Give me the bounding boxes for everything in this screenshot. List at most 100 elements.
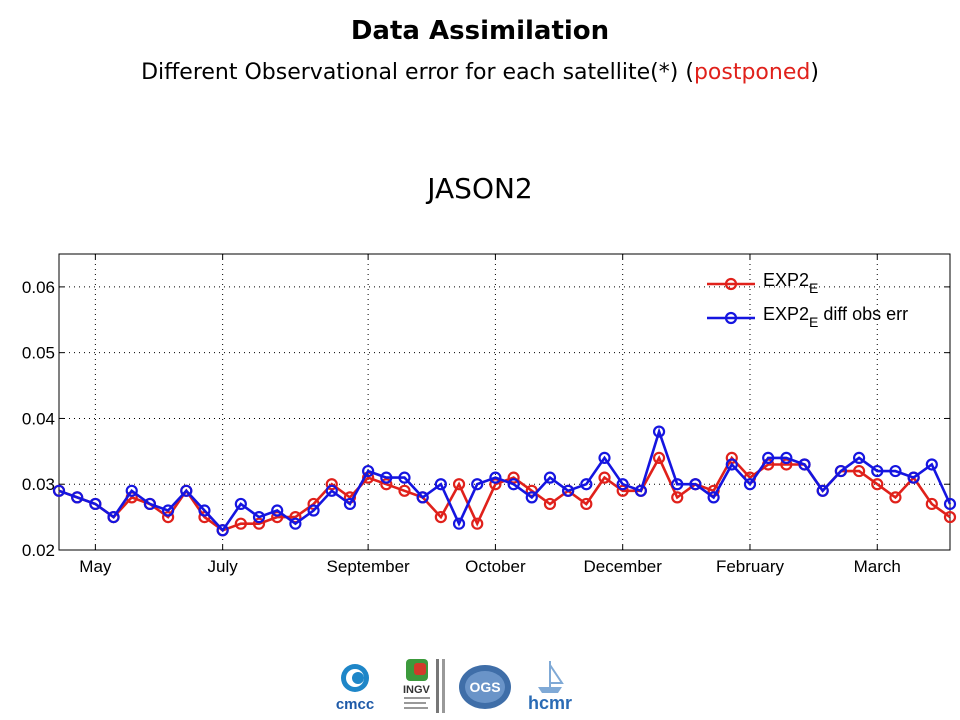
x-tick-label: February [716,557,785,576]
data-point [616,478,629,491]
data-point [943,511,957,524]
data-point [434,511,447,524]
data-point [452,478,466,491]
plot-frame [58,253,951,551]
data-point [198,504,211,517]
data-point [889,464,902,478]
data-point [562,484,575,497]
data-point [416,491,429,504]
data-point [125,484,138,497]
data-point [689,478,702,491]
x-tick-label: March [854,557,901,576]
data-point [834,464,847,478]
data-point [489,478,502,491]
data-point [162,504,175,517]
subtitle-highlight: postponed [693,60,811,85]
data-point [398,484,411,497]
data-point [471,517,484,530]
subtitle-close: ) [810,60,819,85]
plot-area [59,254,950,550]
data-point [89,497,102,511]
data-point [707,491,720,504]
data-point [598,471,611,484]
data-point [780,451,793,465]
data-point [725,458,738,471]
data-point [652,451,666,465]
data-point [852,451,866,465]
data-point [580,478,593,491]
y-tick-label: 0.05 [22,344,55,363]
chart-title: JASON2 [427,172,533,205]
page-title: Data Assimilation [350,16,610,46]
data-point [780,458,793,471]
data-point [452,517,466,530]
data-point [380,471,393,484]
y-tick-label: 0.04 [22,409,55,428]
data-point [271,504,284,517]
x-tick-label: July [208,557,239,576]
data-point [580,497,593,511]
data-point [180,484,193,497]
ogs-logo-text: OGS [469,679,500,695]
hcmr-logo: hcmr [528,661,572,713]
data-point [343,497,357,511]
data-point [307,504,320,517]
data-point [943,497,957,511]
data-point [925,458,938,471]
data-point [507,471,520,484]
legend-label: EXP2E diff obs err [763,304,908,330]
data-point [143,497,157,511]
data-point [271,511,284,524]
ingv-logo-text: INGV [403,684,431,696]
data-point [525,491,538,504]
data-point [507,478,520,491]
legend-swatch-marker [724,311,738,325]
data-point [52,484,66,497]
x-tick-label: December [583,557,662,576]
data-point [216,524,229,537]
data-point [252,517,266,530]
data-point [107,511,120,524]
page-subtitle: Different Observational error for each s… [0,60,960,85]
data-point [889,491,902,504]
subtitle-text: Different Observational error for each s… [141,60,694,85]
x-tick-label: September [327,557,410,576]
hcmr-logo-text: hcmr [528,693,572,713]
data-point [671,491,684,504]
data-point [671,478,684,491]
data-point [471,478,484,491]
data-point [816,484,829,497]
data-point [616,484,629,497]
data-point [798,458,811,471]
data-point [362,464,375,478]
data-point [252,511,266,524]
data-point [925,497,938,511]
ogs-logo: OGS [459,665,511,709]
data-point [162,511,175,524]
data-point [762,451,775,465]
y-tick-label: 0.02 [22,541,55,560]
ingv-logo: INGV [403,659,445,713]
data-point [289,517,302,530]
data-point [907,471,920,484]
data-point [652,425,666,438]
legend-swatch-marker [724,277,738,291]
data-point [234,497,247,511]
data-point [380,478,393,491]
legend-label: EXP2E [763,270,818,296]
y-tick-label: 0.03 [22,475,55,494]
x-tick-label: October [465,557,526,576]
cmcc-logo-text: cmcc [336,696,374,713]
data-point [871,464,884,478]
data-point [234,517,247,530]
data-point [598,451,611,465]
line-chart: 0.02 0.03 0.04 0.05 0.06 May July September Octo… [22,253,957,576]
partner-logos: cmcc INGV OGS hcmr [328,655,628,717]
data-point [634,484,647,497]
data-point [871,478,884,491]
data-point [852,464,866,478]
data-point [398,471,411,484]
x-tick-label: May [79,557,112,576]
data-point [743,478,757,491]
data-point [325,484,338,497]
